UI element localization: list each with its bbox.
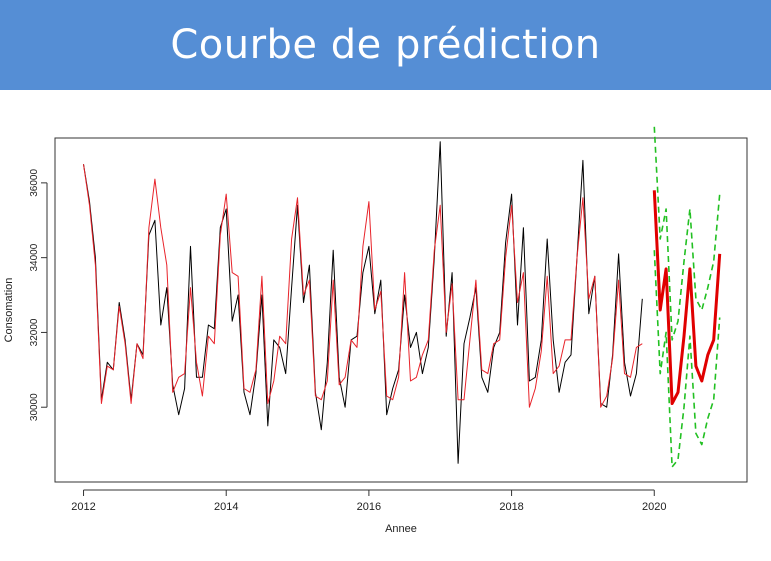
prediction-chart: 2012 2014 2016 2018 2020 30000 32000 34000 36000… [3,126,748,535]
x-tick-label-2018: 2018 [499,501,523,513]
slide-title: Courbe de prédiction [170,22,601,68]
series-observed-line [83,141,643,464]
y-tick-label-32000: 32000 [29,318,40,346]
y-tick-label-36000: 36000 [29,169,40,197]
y-tick-label-34000: 34000 [29,243,40,271]
x-tick-label-2012: 2012 [71,501,95,513]
axis-layer: 2012 2014 2016 2018 2020 30000 32000 34000 36000 [29,169,666,513]
y-axis-label: Consomation [3,278,15,343]
y-tick-label-30000: 30000 [29,393,40,421]
series-layer [83,126,722,468]
title-bar: Courbe de prédiction [0,0,771,90]
series-forecast-line [652,190,722,405]
x-tick-label-2020: 2020 [642,501,666,513]
x-tick-label-2014: 2014 [214,501,238,513]
series-lower-line [653,250,721,468]
x-tick-label-2016: 2016 [357,501,381,513]
x-axis-label: Annee [385,523,417,535]
series-upper-line [653,126,721,341]
plot-frame [54,137,748,483]
series-fitted-line [83,164,643,408]
